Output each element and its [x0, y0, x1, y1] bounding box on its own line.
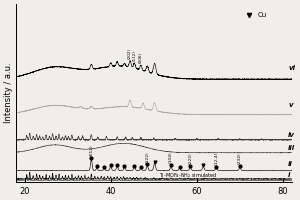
Text: (202): (202)	[128, 47, 132, 59]
Text: Ti-MOFs-NH$_2$ simulated: Ti-MOFs-NH$_2$ simulated	[159, 171, 217, 180]
Y-axis label: Intensity / a.u.: Intensity / a.u.	[4, 63, 13, 123]
Text: Cu: Cu	[257, 12, 266, 18]
Text: v: v	[288, 102, 293, 108]
Text: (232): (232)	[238, 153, 242, 164]
Text: (12-4): (12-4)	[214, 152, 218, 165]
Text: i: i	[288, 172, 290, 178]
Text: iv: iv	[288, 132, 295, 138]
Text: (006): (006)	[139, 52, 143, 63]
Text: iii: iii	[288, 145, 295, 151]
Text: (012): (012)	[89, 144, 93, 156]
Text: (122): (122)	[145, 151, 149, 163]
Text: vi: vi	[288, 65, 295, 71]
Text: (104): (104)	[169, 152, 173, 163]
Text: (222): (222)	[188, 153, 192, 164]
Text: (112): (112)	[132, 50, 137, 61]
Text: ii: ii	[288, 161, 293, 167]
